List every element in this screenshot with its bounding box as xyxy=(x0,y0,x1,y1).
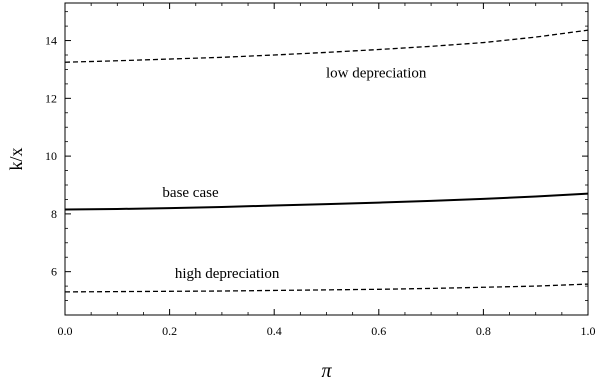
x-tick-label: 0.0 xyxy=(58,324,73,338)
x-tick-label: 0.4 xyxy=(267,324,282,338)
x-tick-label: 0.8 xyxy=(476,324,491,338)
annotation-low-depreciation: low depreciation xyxy=(326,65,427,81)
y-tick-label: 10 xyxy=(45,149,57,163)
plot-frame xyxy=(64,2,589,316)
y-tick-label: 8 xyxy=(51,207,57,221)
labels-layer: 0.0 0.2 0.4 0.6 0.8 1.0 6 8 10 12 14 low depreciati… xyxy=(45,34,596,338)
x-tick-label: 0.6 xyxy=(371,324,386,338)
series-line-high-depreciation xyxy=(64,283,589,293)
y-tick-label: 6 xyxy=(51,265,57,279)
series-layer xyxy=(64,29,589,293)
x-axis-title: π xyxy=(321,360,332,382)
y-axis-title: k/x xyxy=(6,147,26,170)
x-tick-label: 1.0 xyxy=(581,324,596,338)
series-line-low-depreciation xyxy=(64,29,589,63)
series-line-base-case xyxy=(64,192,589,211)
x-tick-label: 0.2 xyxy=(162,324,177,338)
y-tick-label: 12 xyxy=(45,91,57,105)
y-tick-label: 14 xyxy=(45,34,57,48)
annotation-base-case: base case xyxy=(162,185,219,201)
annotation-high-depreciation: high depreciation xyxy=(175,266,280,282)
